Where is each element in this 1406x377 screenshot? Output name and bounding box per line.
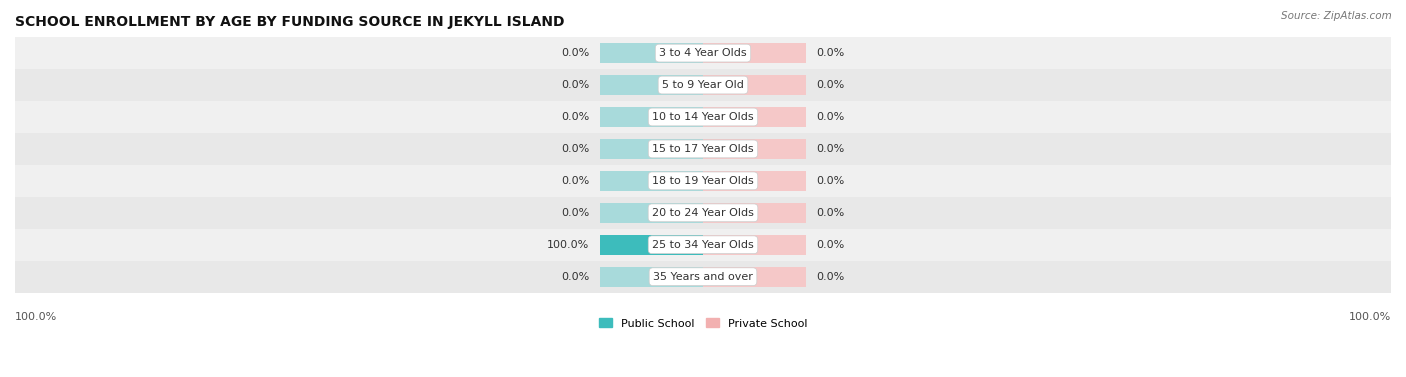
Text: 0.0%: 0.0% [561,144,589,154]
Bar [703,75,806,95]
Bar [15,133,1391,165]
Text: 0.0%: 0.0% [561,48,589,58]
Text: 0.0%: 0.0% [561,112,589,122]
Bar [703,107,806,127]
Text: 0.0%: 0.0% [561,80,589,90]
Text: 35 Years and over: 35 Years and over [652,272,754,282]
Bar [15,229,1391,261]
Bar [600,75,703,95]
Text: 18 to 19 Year Olds: 18 to 19 Year Olds [652,176,754,186]
Bar [703,267,806,287]
Text: 25 to 34 Year Olds: 25 to 34 Year Olds [652,240,754,250]
Bar [703,139,806,159]
Bar [600,235,703,255]
Text: 5 to 9 Year Old: 5 to 9 Year Old [662,80,744,90]
Text: 100.0%: 100.0% [15,312,58,322]
Bar [600,171,703,191]
Bar [703,43,806,63]
Text: 15 to 17 Year Olds: 15 to 17 Year Olds [652,144,754,154]
Bar [15,165,1391,197]
Bar [703,171,806,191]
Text: 0.0%: 0.0% [817,176,845,186]
Text: 0.0%: 0.0% [817,112,845,122]
Text: 0.0%: 0.0% [561,272,589,282]
Text: 20 to 24 Year Olds: 20 to 24 Year Olds [652,208,754,218]
Bar [15,37,1391,69]
Bar [600,235,703,255]
Text: SCHOOL ENROLLMENT BY AGE BY FUNDING SOURCE IN JEKYLL ISLAND: SCHOOL ENROLLMENT BY AGE BY FUNDING SOUR… [15,15,564,29]
Text: 0.0%: 0.0% [817,208,845,218]
Bar [600,43,703,63]
Bar [703,235,806,255]
Bar [600,107,703,127]
Text: 100.0%: 100.0% [547,240,589,250]
Text: 0.0%: 0.0% [817,272,845,282]
Bar [15,69,1391,101]
Bar [600,139,703,159]
Text: 3 to 4 Year Olds: 3 to 4 Year Olds [659,48,747,58]
Text: 0.0%: 0.0% [817,240,845,250]
Bar [15,261,1391,293]
Bar [703,203,806,223]
Text: 100.0%: 100.0% [1348,312,1391,322]
Text: 10 to 14 Year Olds: 10 to 14 Year Olds [652,112,754,122]
Bar [600,267,703,287]
Legend: Public School, Private School: Public School, Private School [595,314,811,333]
Text: 0.0%: 0.0% [561,176,589,186]
Text: 0.0%: 0.0% [817,48,845,58]
Text: Source: ZipAtlas.com: Source: ZipAtlas.com [1281,11,1392,21]
Bar [15,101,1391,133]
Bar [600,203,703,223]
Text: 0.0%: 0.0% [561,208,589,218]
Bar [15,197,1391,229]
Text: 0.0%: 0.0% [817,144,845,154]
Text: 0.0%: 0.0% [817,80,845,90]
